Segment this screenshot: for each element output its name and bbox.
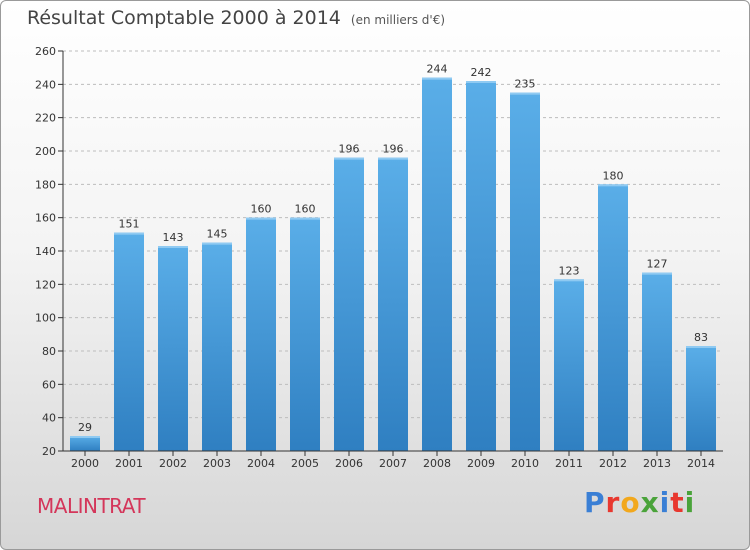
y-tick-label: 260	[35, 45, 56, 58]
x-tick-label: 2003	[203, 457, 231, 470]
x-tick-label: 2007	[379, 457, 407, 470]
x-tick-label: 2000	[71, 457, 99, 470]
data-label: 29	[78, 421, 92, 434]
bar[interactable]	[422, 77, 452, 452]
data-label: 143	[163, 231, 184, 244]
data-label: 160	[251, 203, 272, 216]
logo-letter: o	[620, 486, 641, 519]
bar[interactable]	[554, 279, 584, 451]
data-label: 160	[295, 203, 316, 216]
bar-highlight	[598, 184, 628, 187]
bar[interactable]	[510, 92, 540, 452]
data-label: 196	[383, 143, 404, 156]
bar-highlight	[422, 77, 452, 80]
x-tick-label: 2011	[555, 457, 583, 470]
y-tick-label: 20	[42, 445, 56, 458]
y-tick-label: 240	[35, 78, 56, 91]
y-tick-label: 100	[35, 312, 56, 325]
bar-highlight	[202, 242, 232, 245]
bar-highlight	[378, 157, 408, 160]
y-tick-label: 200	[35, 145, 56, 158]
x-tick-label: 2005	[291, 457, 319, 470]
data-label: 235	[515, 78, 536, 91]
x-tick-label: 2014	[687, 457, 715, 470]
data-label: 244	[427, 63, 448, 76]
bar[interactable]	[378, 157, 408, 451]
logo-letter: r	[605, 486, 621, 519]
y-tick-label: 40	[42, 412, 56, 425]
data-label: 196	[339, 143, 360, 156]
bar[interactable]	[642, 272, 672, 451]
bar-highlight	[642, 272, 672, 275]
x-tick-label: 2002	[159, 457, 187, 470]
logo-letter: x	[640, 486, 660, 519]
bar-highlight	[510, 92, 540, 95]
data-label: 83	[694, 331, 708, 344]
bar[interactable]	[466, 81, 496, 451]
proxiti-logo[interactable]: Proxiti	[584, 486, 695, 519]
bar[interactable]	[70, 436, 100, 451]
y-tick-label: 220	[35, 112, 56, 125]
bar-highlight	[554, 279, 584, 282]
bar-highlight	[686, 346, 716, 348]
bar[interactable]	[290, 217, 320, 451]
bar[interactable]	[202, 242, 232, 451]
bar-highlight	[246, 217, 276, 220]
chart-title: Résultat Comptable 2000 à 2014 (en millie…	[27, 7, 445, 29]
chart-title-text: Résultat Comptable 2000 à 2014	[27, 7, 341, 29]
commune-name: MALINTRAT	[37, 494, 146, 518]
logo-letter: i	[684, 486, 696, 519]
x-tick-label: 2009	[467, 457, 495, 470]
logo-letter: i	[659, 486, 671, 519]
bar[interactable]	[158, 246, 188, 451]
y-tick-label: 60	[42, 378, 56, 391]
x-tick-label: 2008	[423, 457, 451, 470]
bar[interactable]	[598, 184, 628, 452]
chart-subtitle: (en milliers d'€)	[350, 13, 446, 27]
x-tick-label: 2012	[599, 457, 627, 470]
x-tick-label: 2013	[643, 457, 671, 470]
bar[interactable]	[334, 157, 364, 451]
y-tick-label: 140	[35, 245, 56, 258]
bar-highlight	[70, 436, 100, 438]
bar[interactable]	[246, 217, 276, 451]
data-label: 180	[603, 169, 624, 182]
data-label: 242	[471, 66, 492, 79]
x-tick-label: 2004	[247, 457, 275, 470]
data-label: 145	[207, 228, 228, 241]
logo-letter: t	[670, 486, 685, 519]
bar-highlight	[290, 217, 320, 220]
y-tick-label: 120	[35, 278, 56, 291]
bar[interactable]	[686, 346, 716, 451]
y-tick-label: 80	[42, 345, 56, 358]
bar-highlight	[334, 157, 364, 160]
x-tick-label: 2006	[335, 457, 363, 470]
bar-highlight	[158, 246, 188, 248]
y-tick-label: 180	[35, 178, 56, 191]
bar-highlight	[466, 81, 496, 83]
bar[interactable]	[114, 232, 144, 451]
logo-letter: P	[584, 486, 606, 519]
data-label: 151	[119, 218, 140, 231]
data-label: 127	[647, 258, 668, 271]
y-tick-label: 160	[35, 212, 56, 225]
bar-highlight	[114, 232, 144, 235]
x-tick-label: 2001	[115, 457, 143, 470]
x-tick-label: 2010	[511, 457, 539, 470]
data-label: 123	[559, 264, 580, 277]
